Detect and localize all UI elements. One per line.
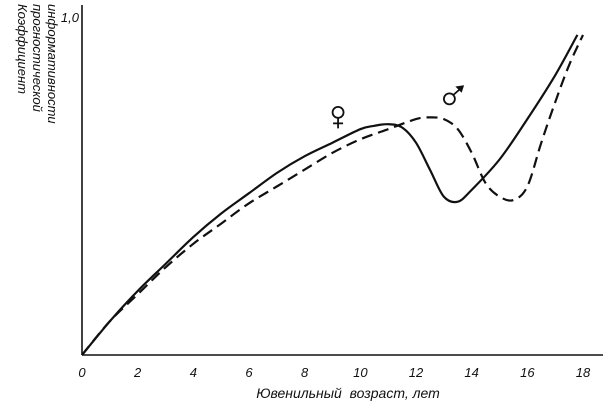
y-axis-label-line-3: информативности (45, 4, 60, 124)
y-tick-label: 1,0 (61, 10, 80, 25)
x-tick-label: 6 (245, 365, 253, 380)
x-tick-label: 14 (464, 365, 478, 380)
x-tick-label: 0 (78, 365, 86, 380)
x-tick-label: 2 (133, 365, 142, 380)
x-tick-label: 16 (520, 365, 535, 380)
female-symbol-icon (331, 105, 345, 129)
y-tick-labels: 1,0 (61, 10, 80, 25)
male-symbol-icon (442, 85, 465, 106)
x-tick-label: 12 (409, 365, 424, 380)
x-tick-label: 18 (576, 365, 591, 380)
x-axis-label: Ювенильный возраст, лет (256, 385, 440, 401)
y-axis-label: Коэффициент прогностической информативно… (15, 4, 60, 124)
x-tick-labels: 0 2 4 6 8 10 12 14 16 18 (78, 365, 591, 380)
series-line-female (81, 34, 579, 356)
x-tick-label: 10 (353, 365, 368, 380)
series-layer (81, 34, 584, 356)
x-tick-label: 4 (190, 365, 197, 380)
series-line-male (81, 34, 584, 356)
y-axis-label-line-1: Коэффициент (15, 4, 30, 94)
x-tick-label: 8 (301, 365, 309, 380)
y-axis-label-line-2: прогностической (30, 4, 45, 112)
